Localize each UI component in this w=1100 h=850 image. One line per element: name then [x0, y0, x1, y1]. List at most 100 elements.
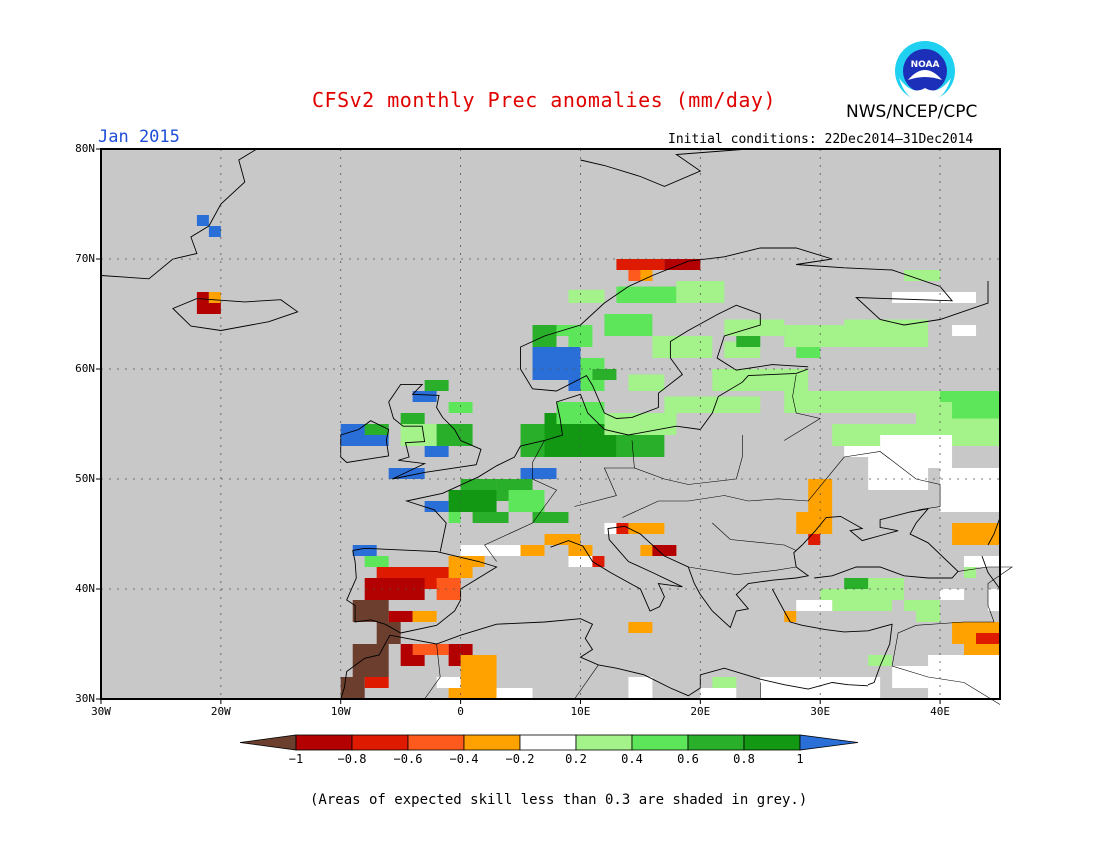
country-border	[891, 566, 1013, 705]
colorbar-swatch	[407, 734, 465, 751]
anomaly-cell	[844, 578, 881, 589]
anomaly-cell	[652, 336, 713, 358]
anomaly-cell	[952, 325, 977, 336]
country-border	[574, 440, 635, 507]
anomaly-cell	[460, 545, 485, 556]
coastline	[624, 508, 959, 629]
country-border	[484, 440, 557, 562]
anomaly-cell	[784, 611, 797, 622]
lat-label: 40N	[75, 582, 95, 595]
anomaly-cell	[460, 556, 485, 567]
anomaly-cell	[388, 468, 425, 479]
anomaly-cells	[101, 149, 1000, 699]
coastline	[340, 618, 869, 700]
country-border	[574, 664, 599, 700]
colorbar-tick-label: −0.6	[393, 752, 423, 766]
colorbar-arrow-high	[799, 734, 859, 751]
anomaly-cell	[352, 600, 389, 622]
anomaly-cell	[868, 655, 893, 666]
anomaly-cell	[592, 369, 617, 380]
colorbar-arrow-low	[239, 734, 297, 751]
anomaly-cell	[340, 677, 365, 699]
anomaly-cell	[436, 578, 461, 600]
anomaly-cell	[616, 259, 665, 270]
lon-label: 10W	[330, 705, 351, 718]
anomaly-cell	[448, 512, 461, 523]
anomaly-cell	[196, 215, 209, 226]
anomaly-cell	[652, 545, 677, 556]
anomaly-cell	[436, 424, 473, 446]
anomaly-cell	[628, 523, 665, 534]
coastlines	[100, 148, 1013, 705]
anomaly-cell	[904, 270, 941, 281]
anomaly-cell	[616, 286, 677, 303]
lat-label: 30N	[75, 692, 95, 705]
anomaly-cell	[568, 289, 605, 303]
colorbar-swatch	[351, 734, 409, 751]
anomaly-cell	[460, 655, 497, 688]
coastline	[404, 368, 809, 552]
anomaly-cell	[892, 666, 929, 688]
anomaly-cell	[796, 347, 821, 358]
anomaly-cell	[628, 374, 665, 391]
lon-label: 20E	[690, 705, 711, 718]
anomaly-cell	[208, 226, 221, 237]
anomaly-cell	[208, 292, 221, 303]
coastline	[771, 588, 893, 686]
colorbar-tick-label: 0.6	[677, 752, 699, 766]
colorbar-tick-label: 0.8	[733, 752, 755, 766]
anomaly-cell	[532, 512, 569, 523]
anomaly-cell	[640, 270, 653, 281]
lon-label: 0	[457, 705, 464, 718]
forecast-period: Jan 2015	[98, 127, 180, 147]
coastline	[340, 420, 390, 463]
coastline	[100, 148, 258, 280]
anomaly-cell	[940, 589, 965, 600]
anomaly-cell	[676, 281, 725, 303]
anomaly-cell	[844, 319, 929, 347]
colorbar-swatch	[687, 734, 745, 751]
anomaly-cell	[868, 457, 929, 490]
anomaly-cell	[196, 303, 221, 314]
agency-label: NWS/NCEP/CPC	[846, 102, 978, 122]
anomaly-cell	[784, 325, 845, 347]
anomaly-cell	[436, 677, 461, 688]
lon-label: 30W	[91, 705, 111, 718]
anomaly-cell	[364, 578, 425, 600]
svg-text:NOAA: NOAA	[911, 60, 940, 70]
colorbar-tick-label: 0.2	[565, 752, 587, 766]
anomaly-cell	[568, 556, 593, 567]
colorbar-tick-label: −1	[288, 752, 304, 766]
anomaly-cell	[400, 567, 449, 578]
anomaly-cell	[796, 600, 833, 611]
lat-label: 70N	[75, 252, 95, 265]
coastline	[981, 555, 1001, 590]
skill-footnote: (Areas of expected skill less than 0.3 a…	[310, 792, 808, 808]
anomaly-cell	[412, 611, 437, 622]
coastline	[550, 525, 683, 612]
initial-conditions: Initial conditions: 22Dec2014–31Dec2014	[668, 132, 974, 147]
anomaly-cell	[712, 677, 737, 688]
country-border	[688, 566, 797, 576]
anomaly-cell	[796, 512, 833, 534]
colorbar	[239, 734, 859, 751]
colorbar-tick-label: −0.8	[337, 752, 367, 766]
anomaly-cell	[412, 391, 437, 402]
anomaly-cell	[664, 396, 761, 413]
anomaly-cell	[388, 611, 413, 622]
anomaly-cell	[844, 446, 881, 457]
anomaly-cell	[424, 446, 449, 457]
lon-label: 40E	[930, 705, 950, 718]
colorbar-tick-label: 0.4	[621, 752, 643, 766]
anomaly-cell	[736, 336, 761, 347]
anomaly-cell	[916, 611, 941, 622]
country-border	[712, 522, 797, 551]
colorbar-tick-label: 1	[796, 752, 804, 766]
coastline	[604, 304, 809, 419]
anomaly-cell	[448, 688, 497, 699]
anomaly-cell	[940, 468, 1000, 512]
anomaly-cell	[424, 501, 449, 512]
colorbar-tick-label: −0.2	[505, 752, 535, 766]
coastline	[172, 298, 299, 331]
anomaly-cell	[376, 622, 401, 644]
